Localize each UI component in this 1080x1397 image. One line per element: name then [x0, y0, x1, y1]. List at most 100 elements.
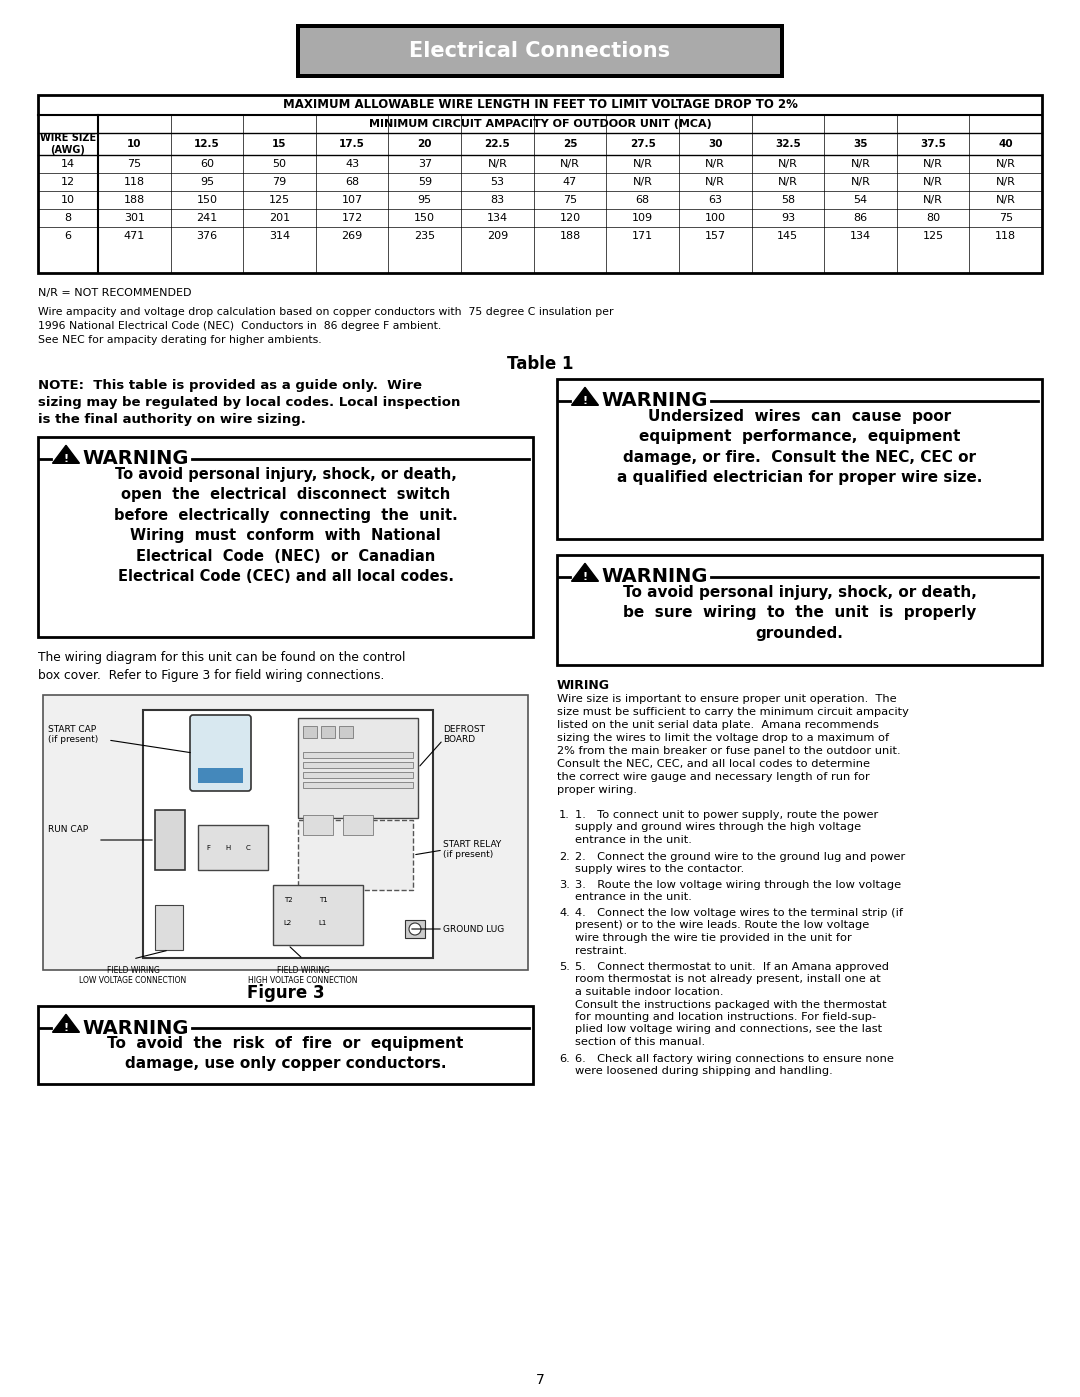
Text: 32.5: 32.5	[775, 138, 800, 149]
Text: 150: 150	[415, 212, 435, 224]
Text: N/R: N/R	[705, 159, 725, 169]
Text: 30: 30	[708, 138, 723, 149]
Text: The wiring diagram for this unit can be found on the control
box cover.  Refer t: The wiring diagram for this unit can be …	[38, 651, 405, 682]
Bar	[38, 1006, 534, 1084]
Bar	[303, 752, 413, 759]
Text: supply wires to the contactor.: supply wires to the contactor.	[575, 865, 744, 875]
Bar	[273, 886, 363, 944]
Text: 188: 188	[124, 196, 145, 205]
Text: !: !	[64, 454, 68, 464]
Text: 68: 68	[635, 196, 650, 205]
Text: 10: 10	[127, 138, 141, 149]
Text: L1: L1	[319, 921, 327, 926]
Text: supply and ground wires through the high voltage: supply and ground wires through the high…	[575, 823, 861, 833]
Text: !: !	[582, 571, 588, 583]
Text: N/R: N/R	[923, 196, 943, 205]
Text: 14: 14	[60, 159, 76, 169]
Text: C: C	[245, 845, 251, 851]
Text: N/R: N/R	[633, 159, 652, 169]
Bar	[405, 921, 426, 937]
Text: WARNING: WARNING	[82, 450, 189, 468]
Text: 59: 59	[418, 177, 432, 187]
Text: 269: 269	[341, 231, 363, 242]
Text: 12: 12	[60, 177, 76, 187]
Bar	[156, 810, 185, 870]
Text: DEFROST
BOARD: DEFROST BOARD	[443, 725, 485, 745]
Text: 8: 8	[65, 212, 71, 224]
Text: 37: 37	[418, 159, 432, 169]
Bar	[38, 437, 534, 637]
Text: L2: L2	[284, 921, 292, 926]
Text: T1: T1	[319, 897, 327, 902]
Bar	[156, 905, 183, 950]
Text: 209: 209	[487, 231, 508, 242]
Text: MAXIMUM ALLOWABLE WIRE LENGTH IN FEET TO LIMIT VOLTAGE DROP TO 2%: MAXIMUM ALLOWABLE WIRE LENGTH IN FEET TO…	[283, 99, 797, 112]
Text: WARNING: WARNING	[602, 567, 707, 587]
Text: 5.: 5.	[559, 963, 570, 972]
Text: section of this manual.: section of this manual.	[575, 1037, 705, 1046]
Text: 6: 6	[65, 231, 71, 242]
Text: 145: 145	[778, 231, 798, 242]
Text: N/R: N/R	[851, 177, 870, 187]
Text: !: !	[582, 395, 588, 407]
Text: 5. Connect thermostat to unit.  If an Amana approved: 5. Connect thermostat to unit. If an Ama…	[575, 963, 889, 972]
Text: Consult the instructions packaged with the thermostat: Consult the instructions packaged with t…	[575, 999, 887, 1010]
Bar	[38, 95, 1042, 272]
Text: FIELD WIRING
HIGH VOLTAGE CONNECTION: FIELD WIRING HIGH VOLTAGE CONNECTION	[248, 965, 357, 985]
Bar	[300, 28, 780, 74]
Text: entrance in the unit.: entrance in the unit.	[575, 835, 692, 845]
Text: 4. Connect the low voltage wires to the terminal strip (if: 4. Connect the low voltage wires to the …	[575, 908, 903, 918]
Text: N/R: N/R	[633, 177, 652, 187]
Text: GROUND LUG: GROUND LUG	[443, 925, 504, 935]
Text: N/R: N/R	[851, 159, 870, 169]
Text: N/R: N/R	[778, 177, 798, 187]
Bar	[557, 379, 1042, 539]
Bar	[198, 768, 243, 782]
Text: 120: 120	[559, 212, 581, 224]
Text: N/R: N/R	[996, 196, 1015, 205]
Text: 134: 134	[487, 212, 508, 224]
Text: 107: 107	[341, 196, 363, 205]
Text: Electrical Connections: Electrical Connections	[409, 41, 671, 61]
Text: To avoid personal injury, shock, or death,
open  the  electrical  disconnect  sw: To avoid personal injury, shock, or deat…	[113, 467, 457, 584]
Bar	[143, 710, 433, 958]
Bar	[198, 826, 268, 870]
Circle shape	[409, 923, 421, 935]
Text: 188: 188	[559, 231, 581, 242]
Text: N/R: N/R	[996, 159, 1015, 169]
Text: N/R: N/R	[561, 159, 580, 169]
Text: !: !	[64, 1023, 68, 1032]
Text: 12.5: 12.5	[194, 138, 220, 149]
Text: were loosened during shipping and handling.: were loosened during shipping and handli…	[575, 1066, 833, 1077]
Text: 6. Check all factory wiring connections to ensure none: 6. Check all factory wiring connections …	[575, 1053, 894, 1065]
Bar	[303, 761, 413, 768]
Text: 63: 63	[708, 196, 723, 205]
Text: START CAP
(if present): START CAP (if present)	[48, 725, 98, 745]
FancyBboxPatch shape	[190, 715, 251, 791]
Text: 68: 68	[346, 177, 360, 187]
Text: FIELD WIRING
LOW VOLTAGE CONNECTION: FIELD WIRING LOW VOLTAGE CONNECTION	[79, 965, 187, 985]
Text: See NEC for ampacity derating for higher ambients.: See NEC for ampacity derating for higher…	[38, 335, 322, 345]
Text: 25: 25	[563, 138, 577, 149]
Bar	[298, 718, 418, 819]
Text: 35: 35	[853, 138, 867, 149]
Text: 118: 118	[124, 177, 145, 187]
Text: Wire ampacity and voltage drop calculation based on copper conductors with  75 d: Wire ampacity and voltage drop calculati…	[38, 307, 613, 317]
Text: 22.5: 22.5	[485, 138, 510, 149]
Bar	[298, 820, 413, 890]
Text: 79: 79	[272, 177, 286, 187]
Text: 43: 43	[346, 159, 360, 169]
Bar	[343, 814, 373, 835]
Text: To  avoid  the  risk  of  fire  or  equipment
damage, use only copper conductors: To avoid the risk of fire or equipment d…	[107, 1037, 463, 1071]
Bar	[43, 694, 528, 970]
Bar	[303, 814, 333, 835]
Text: 60: 60	[200, 159, 214, 169]
Text: 241: 241	[197, 212, 217, 224]
Text: N/R: N/R	[487, 159, 508, 169]
Text: 1. To connect unit to power supply, route the power: 1. To connect unit to power supply, rout…	[575, 810, 878, 820]
Text: 172: 172	[341, 212, 363, 224]
Text: Table 1: Table 1	[507, 355, 573, 373]
Text: 2.: 2.	[559, 852, 570, 862]
Polygon shape	[53, 446, 80, 464]
Text: 15: 15	[272, 138, 287, 149]
